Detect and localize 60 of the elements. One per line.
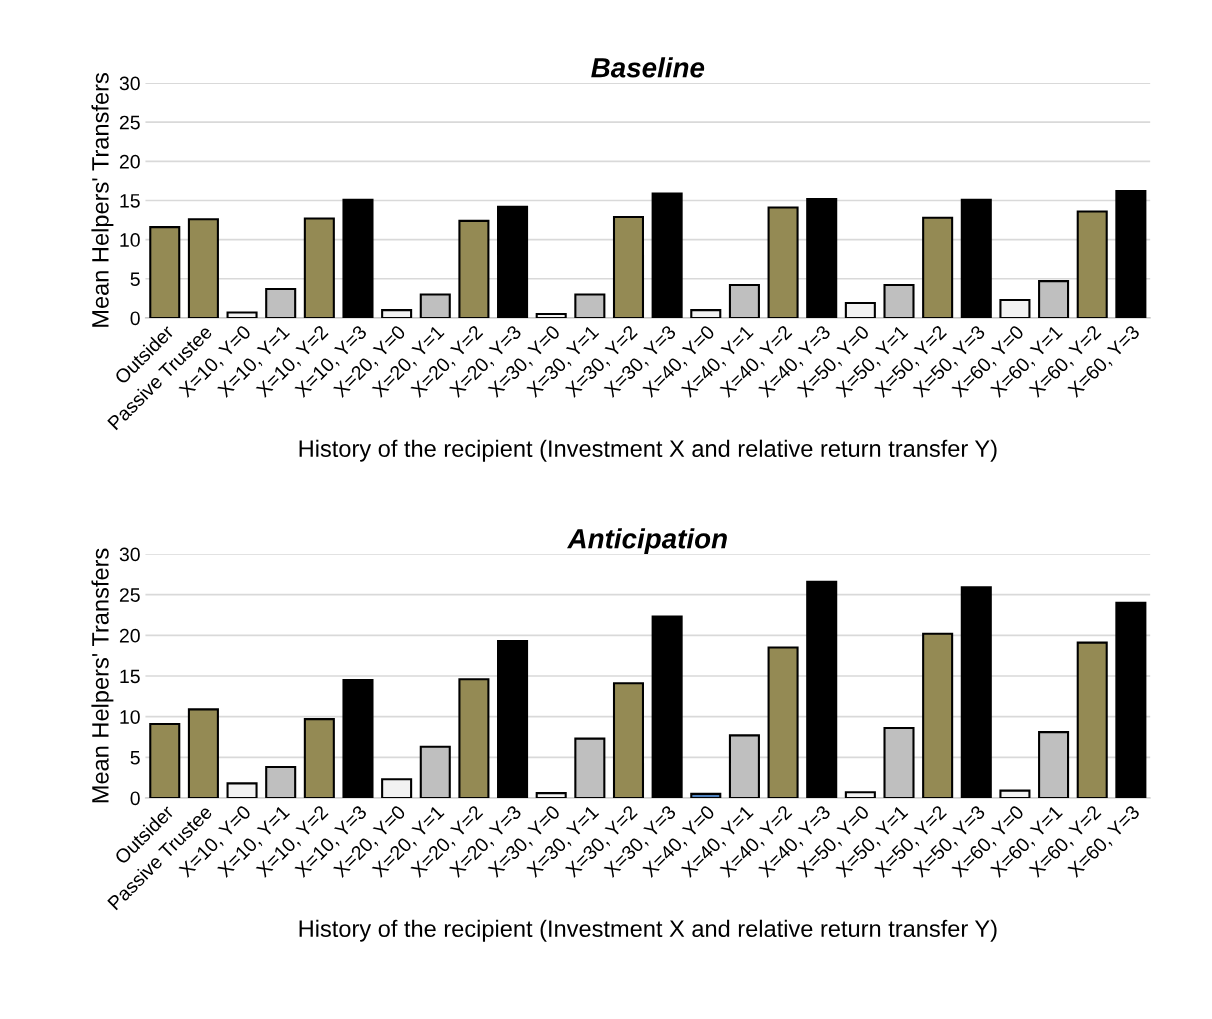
bar — [226, 311, 258, 318]
bar — [612, 682, 645, 798]
bar — [690, 792, 722, 798]
y-tick-label: 15 — [120, 194, 140, 208]
y-tick-label: 10 — [120, 710, 140, 724]
bar — [381, 778, 413, 798]
bar — [458, 678, 490, 798]
y-tick-label: 30 — [119, 547, 140, 562]
y-tick-label: 0 — [130, 791, 140, 806]
bar — [651, 192, 683, 318]
bar — [960, 198, 992, 318]
bar — [226, 782, 258, 798]
y-tick-label: 0 — [130, 311, 140, 326]
y-tick-label: 25 — [119, 115, 140, 130]
bar — [381, 309, 413, 318]
y-tick-label: 30 — [119, 76, 140, 91]
y-tick-label: 15 — [120, 669, 140, 684]
bar — [960, 586, 992, 798]
bar — [844, 791, 876, 798]
chart-title: Baseline — [591, 57, 705, 78]
bar — [497, 640, 529, 798]
bar — [612, 215, 645, 318]
bar — [149, 226, 181, 318]
bar — [187, 218, 219, 318]
bar — [1076, 210, 1108, 318]
bar — [767, 646, 799, 798]
bar — [999, 789, 1031, 798]
y-tick-label: 20 — [119, 154, 140, 169]
bar — [342, 198, 374, 318]
bar — [651, 615, 683, 798]
x-axis-title: History of the recipient (Investment X and relative return transfer Y) — [299, 439, 997, 462]
bar — [690, 309, 722, 318]
y-tick-label: 10 — [120, 233, 140, 247]
bar — [458, 219, 490, 318]
bar — [497, 205, 529, 318]
bar — [1115, 190, 1147, 318]
bar — [806, 197, 838, 318]
y-axis-title: Mean Helpers' Transfers — [91, 73, 114, 327]
bar — [342, 679, 374, 798]
y-tick-label: 5 — [130, 272, 140, 287]
bar — [844, 302, 876, 318]
bar — [149, 722, 181, 798]
bar — [922, 216, 954, 318]
bar — [922, 632, 954, 798]
bar — [187, 708, 219, 798]
bar — [999, 298, 1031, 318]
bar — [806, 580, 838, 798]
x-axis-title: History of the recipient (Investment X and relative return transfer Y) — [299, 919, 997, 942]
bar — [303, 217, 335, 318]
y-tick-label: 20 — [119, 628, 140, 643]
bar — [535, 312, 567, 318]
bar — [767, 206, 799, 318]
bar — [535, 792, 567, 798]
y-axis-title: Mean Helpers' Transfers — [91, 548, 114, 803]
bar — [1115, 601, 1147, 798]
bar — [1076, 641, 1108, 798]
bar — [303, 718, 335, 798]
y-tick-label: 5 — [130, 750, 140, 765]
chart-title: Anticipation — [567, 528, 727, 555]
y-tick-label: 25 — [119, 588, 140, 602]
